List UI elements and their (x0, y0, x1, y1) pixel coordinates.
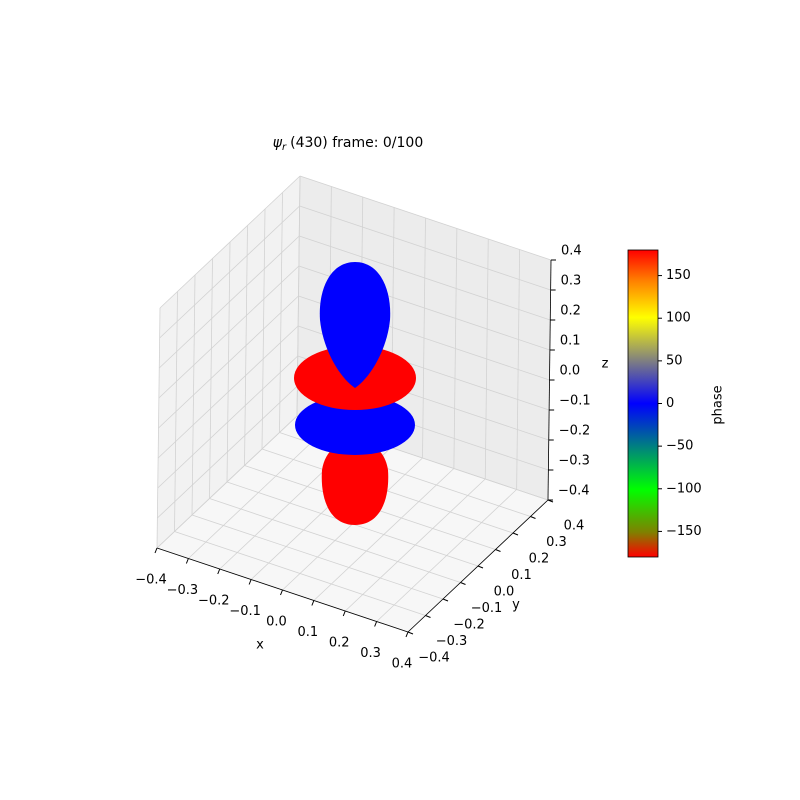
grid-line (158, 235, 300, 369)
x-tick-label: 0.3 (360, 646, 381, 661)
x-tick-label: −0.1 (229, 604, 261, 619)
colorbar-tick-label: −50 (666, 439, 693, 454)
grid-line (299, 205, 551, 291)
colorbar-tick-label: 100 (666, 311, 691, 326)
x-tick-label: 0.4 (392, 657, 413, 672)
grid-line (209, 498, 461, 583)
x-tick-label: −0.3 (167, 583, 199, 598)
x-tick-label: −0.2 (198, 594, 230, 609)
grid-line (299, 235, 551, 321)
colorbar-tick-label: −100 (666, 481, 702, 496)
x-tick (185, 558, 189, 564)
y-tick (425, 615, 431, 618)
title-text: (430) frame: 0/100 (290, 135, 423, 151)
x-tick (217, 568, 221, 575)
y-tick-label: 0.3 (546, 535, 567, 550)
z-tick-label: −0.3 (558, 454, 590, 469)
x-tick (248, 579, 252, 585)
z-axis-line (547, 259, 552, 501)
y-tick-label: 0.2 (529, 552, 550, 567)
x-tick (154, 547, 158, 554)
y-tick (512, 532, 519, 536)
x-tick-label: 0.1 (298, 625, 319, 640)
title-symbol: ψ (273, 135, 283, 151)
grid-line (157, 385, 298, 519)
colorbar (627, 249, 659, 558)
y-axis-label: y (512, 598, 520, 613)
y-tick (530, 516, 536, 519)
grid-line (157, 355, 299, 489)
colorbar-tick-label: 0 (666, 396, 674, 411)
grid-line (159, 205, 300, 339)
z-tick-label: 0.3 (561, 274, 582, 289)
z-axis-label: z (602, 357, 609, 372)
title-subscript: r (282, 142, 287, 153)
grid-line (158, 265, 300, 399)
x-tick (405, 631, 409, 638)
x-tick-label: −0.4 (135, 573, 167, 588)
z-tick-label: 0.4 (561, 244, 582, 259)
colorbar-ticks: −150 −100 −50 0 50 100 150 (658, 268, 702, 539)
y-tick-label: 0.0 (494, 585, 515, 600)
grid-line (174, 531, 426, 616)
x-axis-line (156, 547, 409, 633)
y-tick (442, 598, 449, 602)
y-tick-label: −0.1 (471, 601, 503, 616)
grid-line (157, 325, 299, 459)
y-tick-label: −0.4 (418, 651, 450, 666)
colorbar-label: phase (711, 385, 726, 424)
grid-line (299, 175, 552, 261)
y-tick (495, 549, 501, 552)
z-tick-label: −0.2 (559, 424, 591, 439)
z-tick-label: −0.4 (558, 484, 590, 499)
lobe-upper (319, 262, 391, 388)
x-tick (342, 610, 346, 617)
y-axis-line (407, 499, 549, 633)
grid-line (261, 448, 514, 534)
x-axis-label: x (256, 638, 264, 653)
y-tick-label: −0.3 (436, 634, 468, 649)
axes: −0.4−0.3−0.2−0.10.00.10.20.30.4 −0.4−0.3−… (135, 244, 590, 672)
grid-line (191, 514, 444, 600)
z-tick-label: −0.1 (559, 394, 591, 409)
z-tick-label: 0.0 (560, 364, 581, 379)
colorbar-tick-label: 50 (666, 353, 683, 368)
y-tick (407, 631, 414, 635)
colorbar-tick-label: −150 (666, 524, 702, 539)
grid-line (159, 175, 301, 309)
y-tick-label: 0.4 (564, 519, 585, 534)
torus-lower (295, 395, 415, 455)
z-tick-label: 0.2 (560, 304, 581, 319)
x-tick (374, 621, 378, 627)
colorbar-tick-label: 150 (666, 268, 691, 283)
x-tick-label: 0.0 (266, 615, 287, 630)
grid-line (158, 295, 299, 429)
x-tick (311, 600, 315, 606)
y-tick (460, 582, 466, 585)
lobe-lower (321, 438, 389, 525)
y-tick-label: −0.2 (453, 618, 485, 633)
y-tick-label: 0.1 (511, 568, 532, 583)
chart-title: ψr (430) frame: 0/100 (273, 135, 424, 153)
z-tick-label: 0.1 (560, 334, 581, 349)
orbital-surface (294, 262, 416, 525)
x-tick (280, 589, 283, 596)
y-tick (477, 565, 484, 569)
grid-line (156, 415, 298, 549)
x-tick-label: 0.2 (329, 636, 350, 651)
